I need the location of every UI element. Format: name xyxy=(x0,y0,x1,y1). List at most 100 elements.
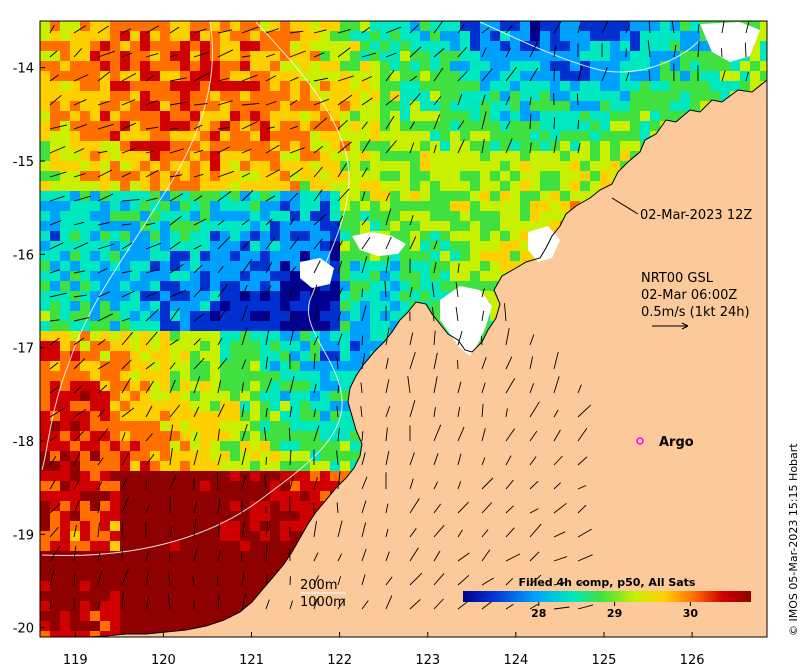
sst-cell xyxy=(130,231,141,242)
sst-cell xyxy=(90,431,101,442)
sst-cell xyxy=(170,521,181,532)
sst-cell xyxy=(130,161,141,172)
sst-cell xyxy=(750,61,761,72)
sst-cell xyxy=(220,181,231,192)
sst-cell xyxy=(270,341,281,352)
current-vector xyxy=(49,269,61,274)
sst-cell xyxy=(240,221,251,232)
sst-cell xyxy=(150,31,161,42)
sst-cell xyxy=(500,81,511,92)
sst-cell xyxy=(300,51,311,62)
sst-cell xyxy=(110,401,121,412)
sst-cell xyxy=(50,391,61,402)
current-vector xyxy=(217,236,231,250)
sst-cell xyxy=(170,511,181,522)
sst-cell xyxy=(160,151,171,162)
sst-cell xyxy=(300,311,311,322)
sst-cell xyxy=(100,21,111,32)
sst-cell xyxy=(90,391,101,402)
current-vector xyxy=(73,270,86,274)
sst-cell xyxy=(230,51,241,62)
sst-cell xyxy=(220,321,231,332)
sst-cell xyxy=(140,441,151,452)
sst-cell xyxy=(560,101,571,112)
sst-cell xyxy=(170,441,181,452)
sst-cell xyxy=(50,321,61,332)
sst-cell xyxy=(320,141,331,152)
current-vector xyxy=(409,351,416,370)
sst-cell xyxy=(630,21,641,32)
sst-cell xyxy=(220,611,231,622)
sst-cell xyxy=(80,491,91,502)
sst-cell xyxy=(440,261,451,272)
sst-cell xyxy=(310,241,321,252)
sst-cell xyxy=(270,191,281,202)
sst-cell xyxy=(110,541,121,552)
sst-cell xyxy=(730,71,741,82)
sst-cell xyxy=(160,41,171,52)
sst-cell xyxy=(130,481,141,492)
sst-cell xyxy=(480,31,491,42)
sst-cell xyxy=(250,131,261,142)
sst-cell xyxy=(540,101,551,112)
current-vector xyxy=(431,282,435,298)
current-vector xyxy=(529,356,534,370)
sst-cell xyxy=(140,71,151,82)
current-vector xyxy=(121,199,140,202)
sst-cell xyxy=(350,321,361,332)
sst-cell xyxy=(450,101,461,112)
current-vector xyxy=(49,220,62,226)
current-vector xyxy=(433,407,436,418)
sst-cell xyxy=(50,61,61,72)
sst-cell xyxy=(50,231,61,242)
sst-cell xyxy=(310,461,321,472)
sst-cell xyxy=(350,121,361,132)
sst-cell xyxy=(760,41,767,52)
sst-cell xyxy=(420,131,431,142)
sst-cell xyxy=(90,291,101,302)
sst-cell xyxy=(60,311,71,322)
sst-cell xyxy=(380,131,391,142)
sst-cell xyxy=(140,371,151,382)
sst-cell xyxy=(140,541,151,552)
sst-cell xyxy=(240,341,251,352)
sst-cell xyxy=(100,251,111,262)
sst-cell xyxy=(120,281,131,292)
sst-cell xyxy=(190,211,201,222)
sst-cell xyxy=(160,521,171,532)
current-vector xyxy=(529,508,539,514)
current-vector xyxy=(49,171,67,178)
sst-cell xyxy=(220,341,231,352)
sst-cell xyxy=(270,481,281,492)
sst-cell xyxy=(60,471,71,482)
sst-cell xyxy=(340,171,351,182)
current-vector xyxy=(313,189,323,202)
sst-cell xyxy=(200,191,211,202)
sst-cell xyxy=(340,201,351,212)
sst-cell xyxy=(370,181,381,192)
sst-cell xyxy=(50,131,61,142)
sst-cell xyxy=(110,321,121,332)
sst-cell xyxy=(380,321,391,332)
current-vector xyxy=(193,406,200,418)
sst-cell xyxy=(630,91,641,102)
sst-cell xyxy=(510,171,521,182)
sst-cell xyxy=(380,81,391,92)
sst-cell xyxy=(250,531,261,542)
current-vector xyxy=(409,478,414,490)
current-vector xyxy=(361,121,368,130)
sst-cell xyxy=(460,81,471,92)
sst-cell xyxy=(190,251,201,262)
sst-cell xyxy=(220,101,231,112)
sst-cell xyxy=(180,211,191,222)
sst-cell xyxy=(300,361,311,372)
sst-cell xyxy=(510,21,521,32)
sst-cell xyxy=(190,311,201,322)
sst-cell xyxy=(160,411,171,422)
sst-cell xyxy=(480,181,491,192)
sst-cell xyxy=(230,461,241,472)
sst-cell xyxy=(460,121,471,132)
sst-cell xyxy=(450,141,461,152)
sst-cell xyxy=(390,211,401,222)
sst-cell xyxy=(490,201,501,212)
